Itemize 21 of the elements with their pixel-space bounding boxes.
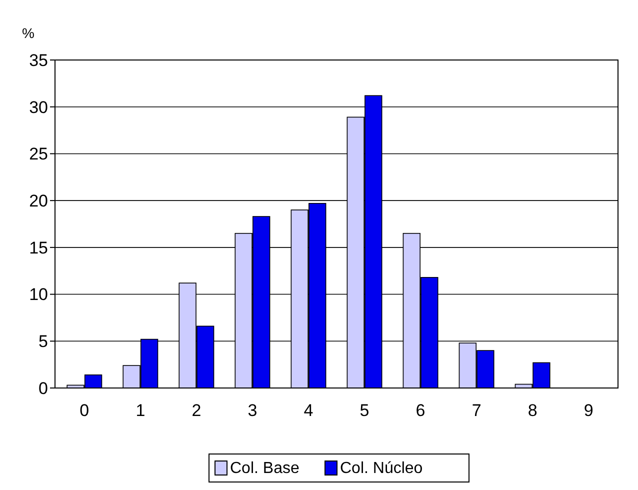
y-tick-label: 0 [38,378,48,398]
x-tick-label: 8 [528,401,538,420]
x-tick-label: 7 [472,401,482,420]
y-tick-label: 25 [29,144,48,164]
y-axis-title: % [22,25,34,41]
legend-label: Col. Núcleo [340,460,423,477]
y-tick-label: 15 [29,238,48,258]
x-tick-label: 5 [360,401,370,420]
x-tick-label: 4 [304,401,314,420]
y-tick-label: 30 [29,98,48,117]
x-tick-label: 1 [136,401,146,420]
x-tick-label: 3 [248,401,258,420]
x-tick-label: 2 [192,401,202,420]
x-tick-label: 9 [584,401,594,420]
x-tick-label: 6 [416,401,426,420]
y-tick-label: 10 [29,285,48,304]
legend-label: Col. Base [230,460,300,477]
y-tick-label: 35 [29,50,48,70]
y-tick-label: 20 [29,192,48,211]
x-tick-label: 0 [80,401,90,420]
y-tick-label: 5 [38,332,48,352]
